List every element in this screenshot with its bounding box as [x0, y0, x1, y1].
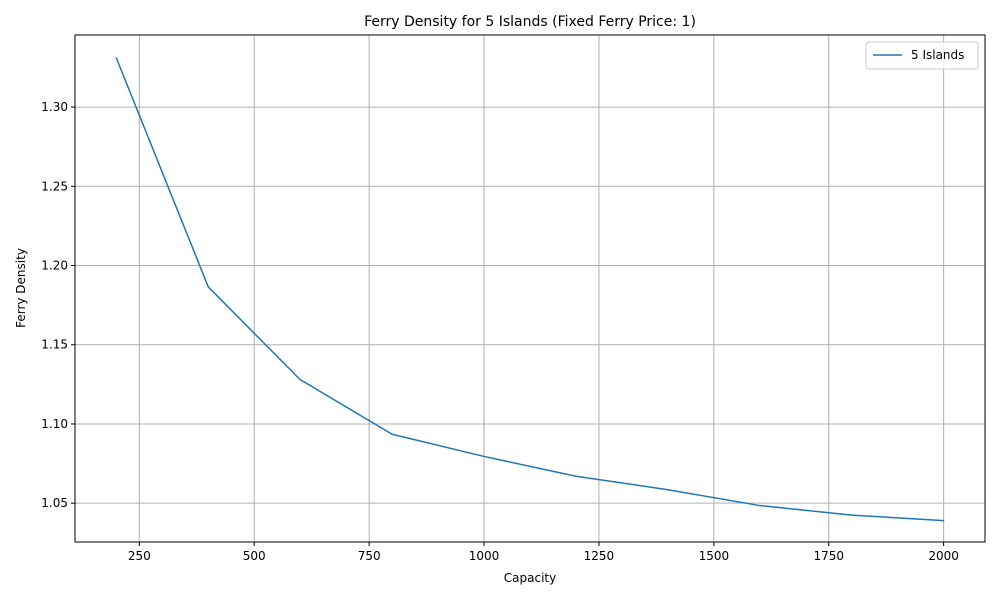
- ticks: 250 500 750 1000 1250 1500 1750 2000 1.05 1.10 1.1…: [41, 100, 959, 563]
- series-layer: [115, 57, 945, 522]
- legend-label-5-islands: 5 Islands: [911, 48, 964, 62]
- y-tick-label: 1.25: [41, 179, 68, 193]
- chart-title: Ferry Density for 5 Islands (Fixed Ferry…: [364, 14, 696, 30]
- series-line-5-islands: [115, 57, 945, 522]
- y-tick-label: 1.20: [41, 259, 68, 273]
- x-tick-label: 1250: [584, 549, 615, 563]
- x-tick-label: 500: [243, 549, 266, 563]
- x-tick-label: 1000: [469, 549, 500, 563]
- y-tick-label: 1.30: [41, 100, 68, 114]
- legend-box: [865, 41, 979, 70]
- x-axis-label: Capacity: [504, 571, 556, 585]
- y-tick-label: 1.05: [41, 496, 68, 510]
- grid: [75, 35, 985, 542]
- plot-frame: [74, 34, 986, 543]
- x-tick-label: 1500: [699, 549, 730, 563]
- y-tick-label: 1.10: [41, 417, 68, 431]
- x-tick-label: 250: [128, 549, 151, 563]
- y-axis-label: Ferry Density: [14, 248, 28, 328]
- y-tick-label: 1.15: [41, 338, 68, 352]
- legend: 5 Islands: [865, 41, 979, 70]
- x-tick-label: 2000: [928, 549, 959, 563]
- x-tick-label: 1750: [813, 549, 844, 563]
- x-tick-label: 750: [358, 549, 381, 563]
